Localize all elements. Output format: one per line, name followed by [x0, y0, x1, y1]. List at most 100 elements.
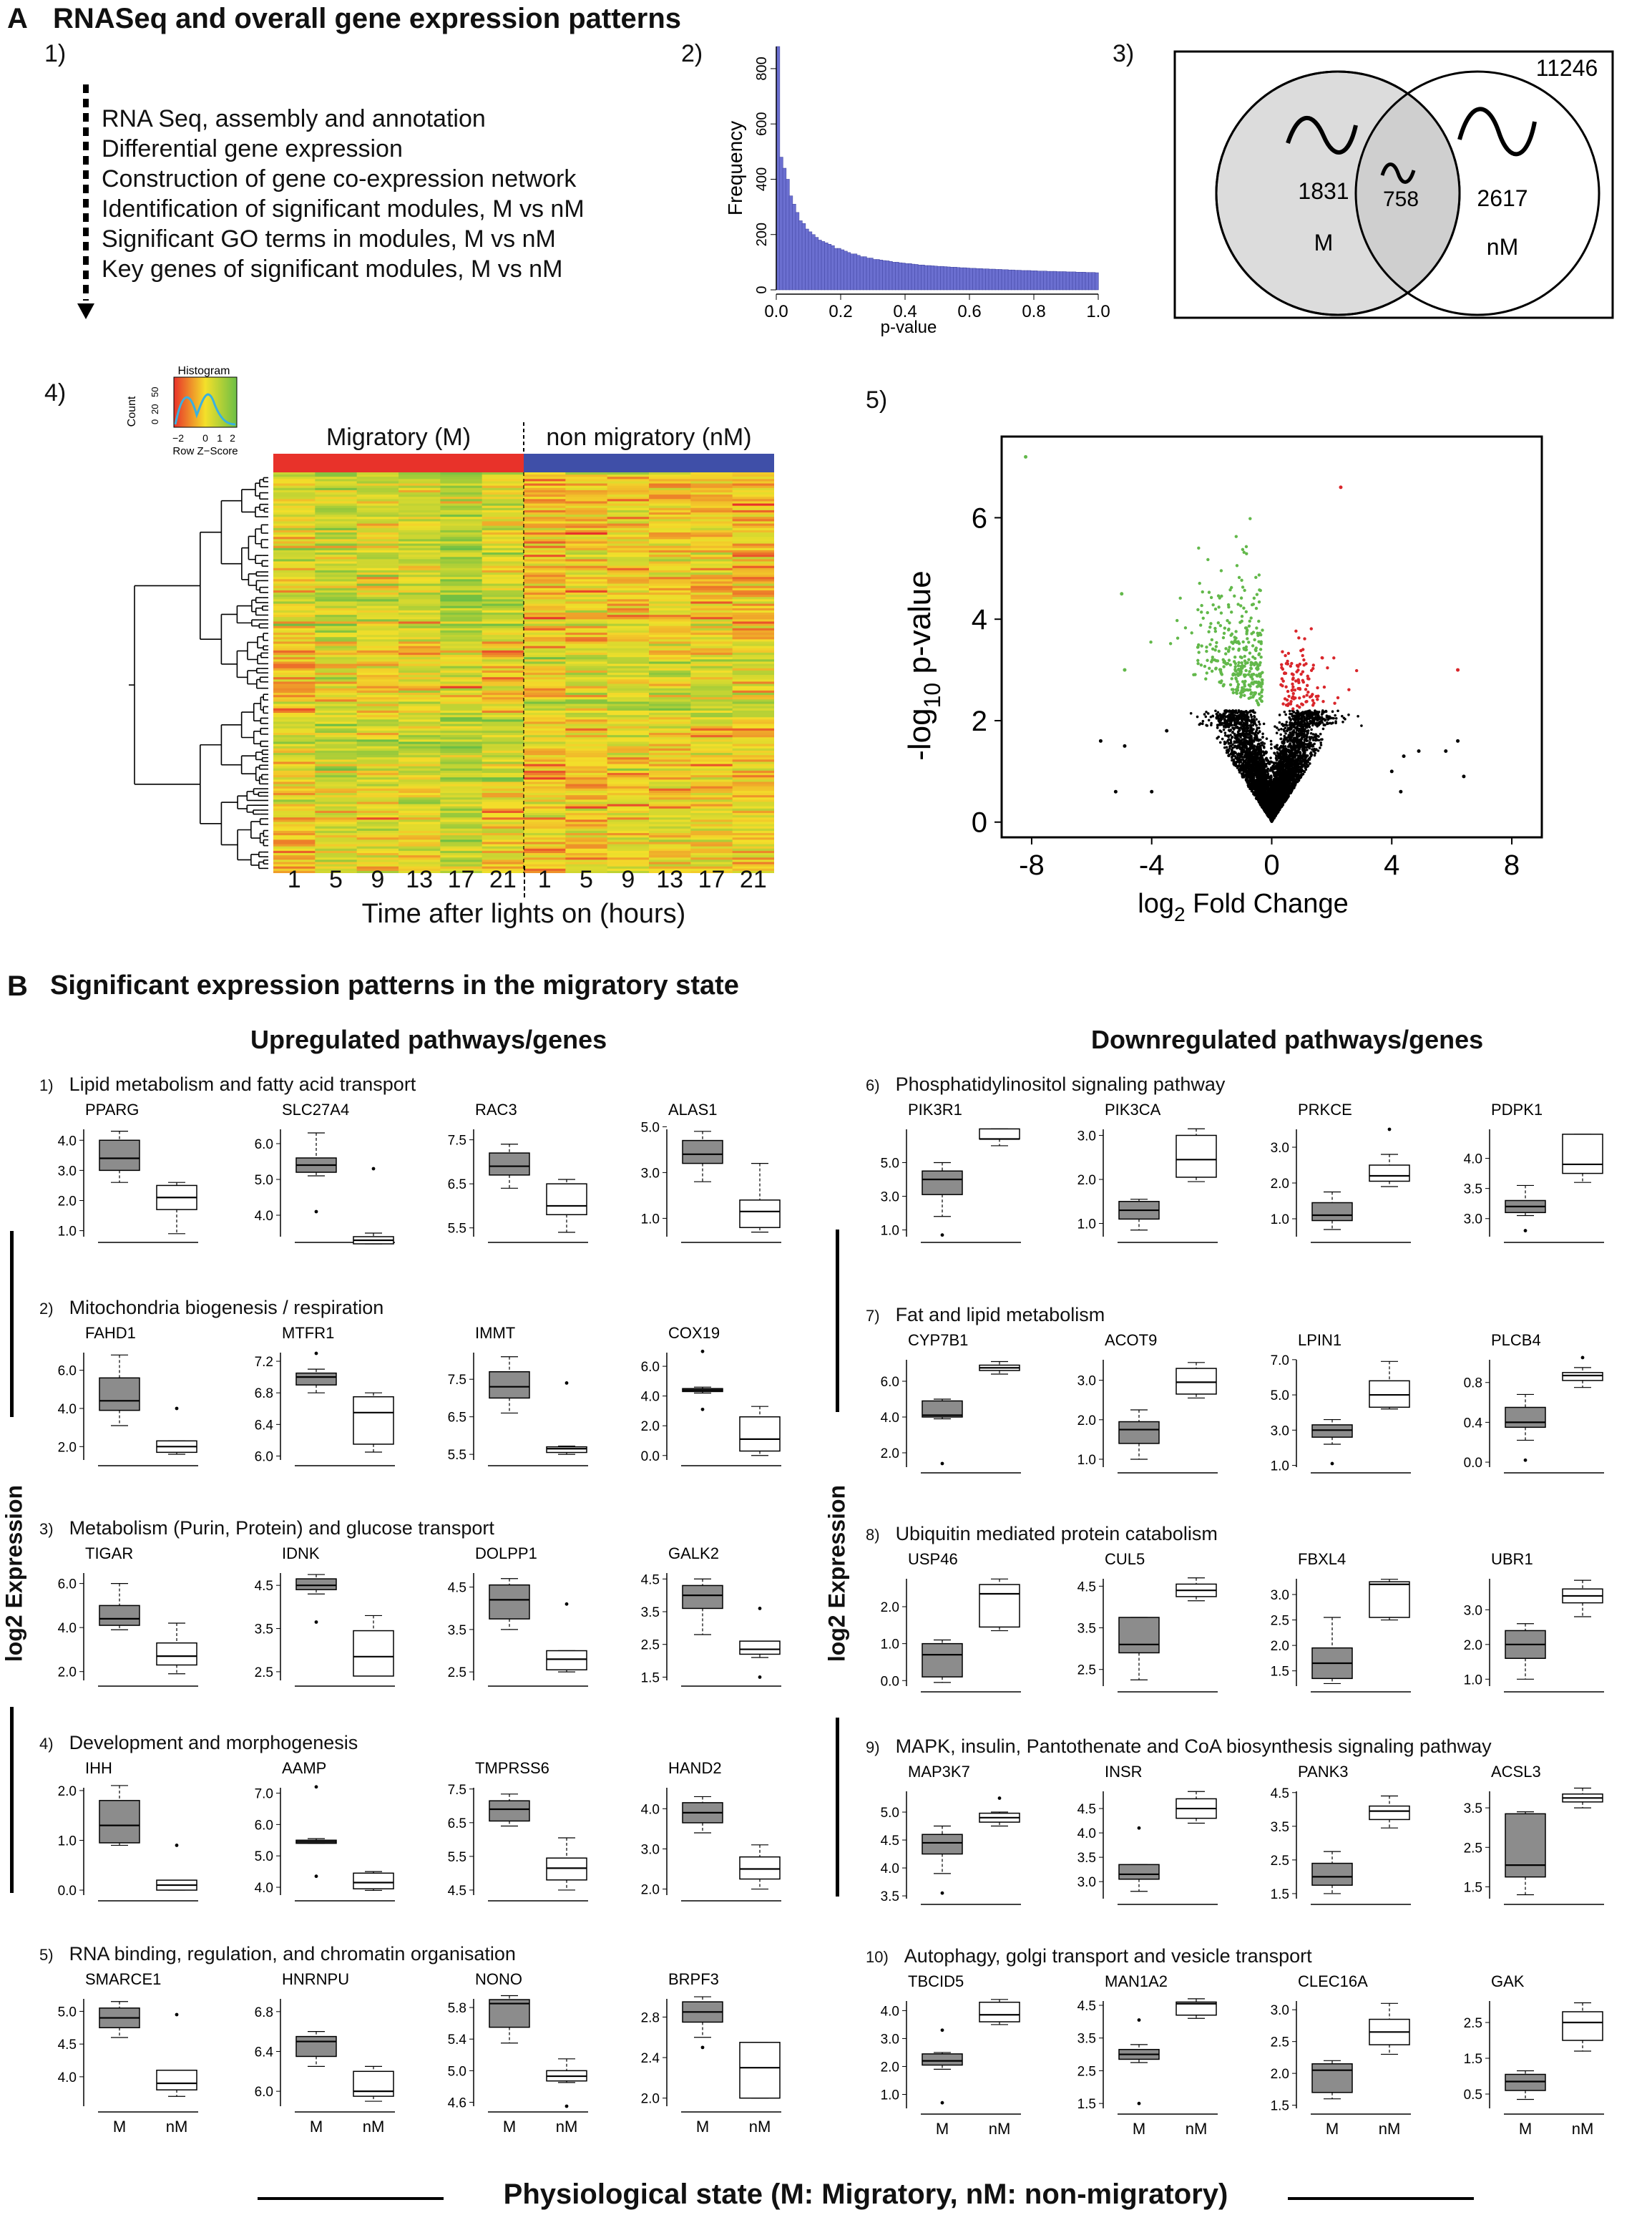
gene-boxplot: PANK3 1.5 2.5 3.5 4.5 — [1271, 1763, 1411, 1905]
gene-name: PANK3 — [1298, 1763, 1349, 1781]
m-box — [922, 1834, 963, 1855]
boxplot-ytick: 2.5 — [1271, 2035, 1289, 2050]
volcano-outlier — [1123, 744, 1127, 748]
panel-a-letter: A — [7, 3, 28, 34]
group-label-m: M — [1133, 2120, 1145, 2138]
wave-icon — [1286, 115, 1358, 155]
histogram-bar — [805, 228, 809, 291]
boxplot-ytick: 5.0 — [881, 1156, 899, 1171]
outlier-point — [175, 1406, 179, 1411]
gene-name: USP46 — [908, 1550, 958, 1568]
histogram-bar — [914, 264, 919, 291]
gene-boxplot: PIK3R1 1.0 3.0 5.0 — [881, 1101, 1021, 1243]
boxplot-ytick: 2.0 — [641, 1419, 660, 1434]
heatmap-color-key: Histogram Count 0 20 50 −2 0 1 2 Row Z−S… — [126, 365, 238, 457]
boxplot-ytick: 3.5 — [1077, 1622, 1096, 1637]
outlier-point — [564, 2104, 569, 2108]
boxplot-ytick: 2.0 — [641, 1883, 660, 1898]
m-box — [1311, 2063, 1353, 2093]
histogram-bar — [959, 267, 964, 291]
histogram-bar — [1091, 272, 1096, 291]
time-label: 21 — [739, 866, 767, 893]
gene-boxplot: PDPK1 3.0 3.5 4.0 — [1464, 1101, 1604, 1243]
outlier-point — [940, 2100, 944, 2105]
subpanel-a1-label: 1) — [44, 40, 67, 67]
venn-total: 11246 — [1536, 55, 1598, 81]
pipeline-step: RNA Seq, assembly and annotation — [102, 105, 486, 132]
volcano-xtick: 0 — [1264, 850, 1279, 881]
outlier-point — [1137, 2018, 1141, 2022]
boxplot-ytick: 2.5 — [1271, 1614, 1289, 1629]
pipeline-step: Construction of gene co-expression netwo… — [102, 165, 577, 193]
boxplot-ytick: 2.0 — [1271, 2067, 1289, 2082]
venn-circle-nm — [1354, 70, 1600, 316]
histogram-bar — [850, 253, 854, 291]
svg-text:−2: −2 — [172, 432, 184, 444]
boxplot-ytick: 7.5 — [448, 1373, 466, 1388]
histogram-bar — [1024, 270, 1028, 291]
time-label: 17 — [447, 866, 475, 893]
volcano-plot: 0 2 4 6 -8 -4 0 4 8 log2 Fold Change -log10 p-valu… — [902, 435, 1543, 925]
histogram-bar — [1043, 271, 1047, 291]
volcano-ylabel: -log10 p-value — [902, 570, 945, 761]
histogram-bar — [808, 231, 813, 291]
time-label: 13 — [656, 866, 684, 893]
boxplot-ytick: 1.5 — [1464, 1880, 1482, 1895]
boxplot-ytick: 5.0 — [641, 1120, 660, 1135]
histogram-bar — [869, 258, 874, 291]
histogram-bar — [972, 268, 977, 291]
boxplot-ytick: 6.4 — [255, 2045, 274, 2060]
histogram-bar — [898, 262, 903, 291]
histogram-ytick: 200 — [754, 223, 770, 246]
boxplot-ytick: 5.5 — [448, 1222, 466, 1237]
outlier-point — [758, 1607, 762, 1610]
right-bracket-bottom — [836, 1718, 839, 1897]
histogram-bar — [895, 262, 899, 291]
gene-boxplot: GALK2 1.5 2.5 3.5 4.5 — [641, 1544, 781, 1687]
gene-name: ALAS1 — [668, 1101, 718, 1119]
outlier-point — [940, 1461, 944, 1466]
pathway-group-title: 8) Ubiquitin mediated protein catabolism — [866, 1523, 1218, 1544]
time-label: 21 — [489, 866, 517, 893]
gene-name: CUL5 — [1105, 1550, 1145, 1568]
group-label-nm: nM — [1186, 2120, 1208, 2138]
boxplot-ytick: 2.0 — [58, 1665, 77, 1680]
histogram-bar — [866, 258, 871, 291]
m-box — [1505, 1406, 1546, 1428]
group-label-m: M — [113, 2118, 126, 2136]
histogram-xtick: 0.6 — [957, 302, 981, 321]
nm-box — [739, 1856, 781, 1880]
boxplot-ytick: 2.5 — [255, 1665, 273, 1680]
gene-name: GALK2 — [668, 1544, 719, 1562]
histogram-bar — [1050, 271, 1054, 291]
m-box — [295, 1372, 337, 1386]
histogram-bar — [1037, 271, 1041, 291]
boxplot-ytick: 3.0 — [641, 1166, 660, 1181]
svg-text:0: 0 — [150, 419, 160, 424]
boxplot-ytick: 2.5 — [1077, 2064, 1096, 2079]
gene-boxplot: IDNK 2.5 3.5 4.5 — [255, 1544, 395, 1687]
nm-box — [979, 1128, 1020, 1140]
upregulated-header: Upregulated pathways/genes — [250, 1025, 607, 1054]
histogram-bar — [786, 179, 790, 291]
histogram-bar — [811, 234, 816, 291]
xlabel-rule-left — [258, 2197, 444, 2200]
m-box — [1118, 1617, 1160, 1654]
left-bracket-top — [10, 1231, 14, 1417]
boxplot-ytick: 2.5 — [641, 1638, 660, 1653]
histogram-bar — [853, 253, 858, 291]
gene-boxplot: HAND2 2.0 3.0 4.0 — [641, 1759, 781, 1902]
histogram-bar — [994, 269, 999, 291]
histogram-bar — [837, 248, 841, 291]
histogram-bar — [1001, 269, 1006, 291]
boxplot-ytick: 7.0 — [1271, 1353, 1289, 1368]
gene-name: TMPRSS6 — [475, 1759, 549, 1777]
gene-name: MAP3K7 — [908, 1763, 970, 1781]
boxplot-ytick: 1.0 — [1464, 1673, 1482, 1688]
gene-boxplot: ACSL3 1.5 2.5 3.5 — [1464, 1763, 1604, 1905]
gene-boxplot: FBXL4 1.5 2.0 2.5 3.0 — [1271, 1550, 1411, 1693]
gene-name: FBXL4 — [1298, 1550, 1346, 1568]
time-label: 9 — [621, 866, 635, 893]
histogram-bar — [988, 268, 993, 291]
svg-text:2: 2 — [230, 432, 235, 444]
